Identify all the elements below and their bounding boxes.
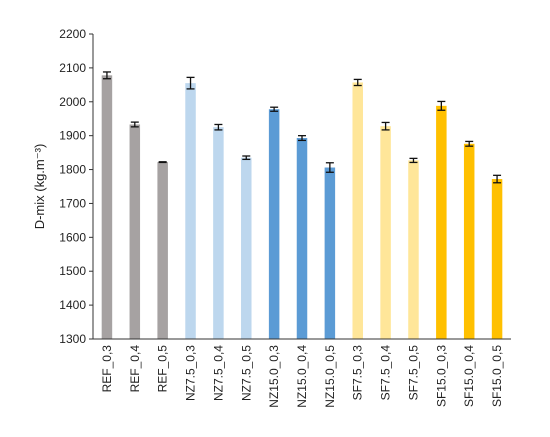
bar-REF_0,4 bbox=[129, 124, 141, 339]
x-tick-label: REF_0,5 bbox=[156, 345, 170, 393]
bar-SF15.0_0,3 bbox=[436, 105, 447, 339]
bar-NZ15.0_0,5 bbox=[324, 167, 336, 339]
x-tick-label: SF15.0_0,4 bbox=[462, 345, 476, 407]
bar-REF_0,3 bbox=[101, 75, 113, 339]
bar-SF7.5_0,4 bbox=[380, 126, 391, 339]
y-tick-label: 1900 bbox=[59, 129, 86, 143]
y-tick-label: 1600 bbox=[59, 230, 86, 244]
bar-NZ15.0_0,4 bbox=[296, 138, 308, 339]
y-tick-label: 1700 bbox=[59, 196, 86, 210]
bar-SF7.5_0,5 bbox=[408, 160, 419, 339]
bar-REF_0,5 bbox=[157, 162, 168, 339]
y-tick-label: 1300 bbox=[59, 332, 86, 346]
y-tick-label: 2200 bbox=[59, 27, 86, 41]
bar-SF15.0_0,4 bbox=[463, 143, 475, 339]
y-tick-label: 2000 bbox=[59, 95, 86, 109]
x-tick-label: REF_0,4 bbox=[128, 345, 142, 393]
y-axis-title: D-mix (kg.m⁻³) bbox=[32, 144, 47, 230]
x-tick-label: SF15.0_0,3 bbox=[434, 345, 448, 407]
bar-SF7.5_0,3 bbox=[352, 82, 363, 339]
x-tick-label: REF_0,3 bbox=[100, 345, 114, 393]
y-axis-ticks: 1300 1400 1500 1600 1700 1800 1900 2000 2100 2200 bbox=[59, 27, 93, 346]
bar-NZ7.5_0,3 bbox=[185, 83, 196, 339]
x-tick-label: NZ7.5_0,5 bbox=[239, 345, 253, 401]
x-tick-label: NZ15.0_0,4 bbox=[295, 345, 309, 408]
y-tick-label: 2100 bbox=[59, 61, 86, 75]
bar-NZ15.0_0,3 bbox=[268, 109, 280, 339]
y-tick-label: 1400 bbox=[59, 298, 86, 312]
bar-NZ7.5_0,4 bbox=[213, 127, 224, 339]
y-tick-label: 1500 bbox=[59, 264, 86, 278]
x-tick-label: NZ15.0_0,5 bbox=[323, 345, 337, 408]
x-tick-label: SF7.5_0,3 bbox=[351, 345, 365, 401]
x-tick-label: SF15.0_0,5 bbox=[490, 345, 504, 407]
bar-SF15.0_0,5 bbox=[491, 179, 503, 339]
x-tick-label: NZ15.0_0,3 bbox=[267, 345, 281, 408]
x-tick-label: SF7.5_0,4 bbox=[379, 345, 393, 401]
error-bars bbox=[102, 71, 502, 184]
x-tick-label: SF7.5_0,5 bbox=[406, 345, 420, 401]
x-axis-tick-labels: REF_0,3 REF_0,4 REF_0,5 NZ7.5_0,3 NZ7.5_0,4 N… bbox=[100, 345, 504, 408]
bars bbox=[101, 75, 503, 339]
x-tick-label: NZ7.5_0,3 bbox=[184, 345, 198, 401]
bar-NZ7.5_0,5 bbox=[241, 157, 252, 339]
x-tick-label: NZ7.5_0,4 bbox=[211, 345, 225, 401]
y-tick-label: 1800 bbox=[59, 163, 86, 177]
